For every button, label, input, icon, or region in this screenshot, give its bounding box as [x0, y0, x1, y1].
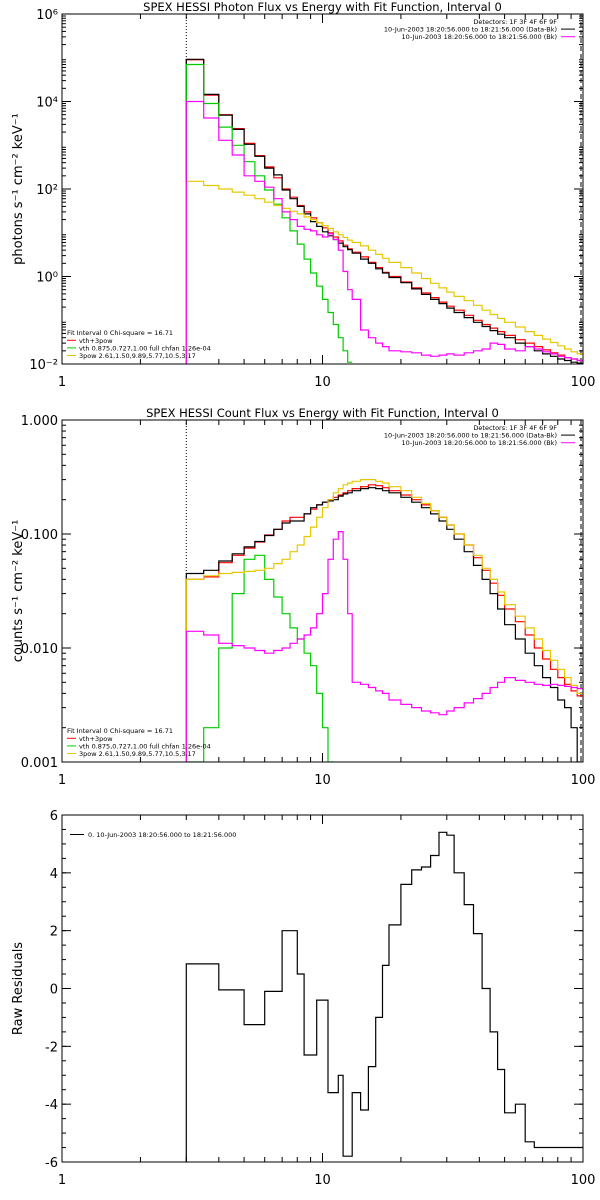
- series-line-2: [185, 58, 583, 364]
- plot-frame: [61, 419, 584, 763]
- y-tick-label: 0: [50, 983, 58, 998]
- legend-entry: vth 0.875,0.727,1.00 full chfan 1.26e-04: [79, 742, 211, 750]
- legend-entry: 10-Jun-2003 18:20:56.000 to 18:21:56.000…: [384, 432, 557, 440]
- plot-frame: [61, 13, 584, 365]
- legend-header: Detectors: 1F 3F 4F 6F 9F: [473, 18, 557, 26]
- series-line-1: [185, 59, 583, 364]
- chart-panel-1: SPEX HESSI Photon Flux vs Energy with Fi…: [11, 0, 595, 390]
- legend-entry: 10-Jun-2003 18:20:56.000 to 18:21:56.000…: [384, 26, 557, 34]
- x-tick-label: 100: [571, 1173, 596, 1188]
- x-tick-label: 1: [58, 375, 66, 390]
- y-axis-label: photons s⁻¹ cm⁻² keV⁻¹: [11, 113, 26, 265]
- chart-panel-2: SPEX HESSI Count Flux vs Energy with Fit…: [11, 406, 595, 788]
- y-axis-label: Raw Residuals: [11, 942, 26, 1035]
- chart-panel-3: Raw Residuals -6 -4 -2 0 2 4 6 1 10 100 0. 10-Jun-2…: [11, 809, 595, 1188]
- x-tick-label: 10: [314, 1173, 331, 1188]
- x-tick-label: 100: [571, 375, 596, 390]
- legend-entry: 10-Jun-2003 18:20:56.000 to 18:21:56.000…: [402, 33, 557, 41]
- series-line-3: [185, 554, 334, 762]
- series-group: [185, 479, 583, 762]
- series-line-5: [185, 100, 583, 364]
- chart-title: SPEX HESSI Count Flux vs Energy with Fit…: [146, 406, 499, 420]
- y-tick-label: 1.000: [21, 414, 58, 429]
- series-line-1: [185, 831, 583, 1162]
- y-axis-label: counts s⁻¹ cm⁻² keV⁻¹: [11, 520, 26, 663]
- y-tick-label: 10⁴: [36, 96, 58, 111]
- y-tick-label: 6: [50, 809, 58, 824]
- series-line-4: [185, 180, 583, 364]
- y-tick-label: 10⁻²: [29, 358, 58, 373]
- x-tick-label: 1: [58, 1173, 66, 1188]
- series-line-3: [185, 63, 353, 364]
- series-line-2: [185, 487, 583, 762]
- y-tick-label: -6: [45, 1156, 58, 1171]
- y-tick-label: 4: [50, 867, 58, 882]
- legend-header: Detectors: 1F 3F 4F 6F 9F: [473, 424, 557, 432]
- series-line-5: [185, 531, 583, 762]
- series-group: [185, 831, 583, 1162]
- legend-entry: vth+3pow: [79, 735, 113, 743]
- y-tick-label: 0.010: [21, 642, 58, 657]
- y-tick-label: 10⁰: [36, 271, 58, 286]
- series-group: [185, 58, 583, 364]
- y-tick-label: 10⁶: [36, 8, 58, 23]
- x-tick-label: 1: [58, 773, 66, 788]
- legend-entry: 0. 10-Jun-2003 18:20:56.000 to 18:21:56.…: [88, 831, 236, 839]
- chart-title: SPEX HESSI Photon Flux vs Energy with Fi…: [143, 0, 502, 14]
- y-tick-label: 0.100: [21, 528, 58, 543]
- x-tick-label: 100: [571, 773, 596, 788]
- plot-frame: [61, 814, 584, 1163]
- x-tick-label: 10: [314, 375, 331, 390]
- x-tick-label: 10: [314, 773, 331, 788]
- y-tick-label: 0.001: [21, 756, 58, 771]
- series-line-1: [185, 484, 583, 762]
- legend-entry: 10-Jun-2003 18:20:56.000 to 18:21:56.000…: [402, 439, 557, 447]
- y-tick-label: 10²: [36, 183, 58, 198]
- y-tick-label: 2: [50, 925, 58, 940]
- y-tick-label: -2: [45, 1040, 58, 1055]
- series-line-4: [185, 479, 583, 762]
- legend-entry: vth 0.875,0.727,1.00 full chfan 1.26e-04: [79, 344, 211, 352]
- legend-header: Fit Interval 0 Chi-square = 16.71: [67, 329, 173, 337]
- y-tick-label: -4: [45, 1098, 58, 1113]
- legend-entry: 3pow 2.61,1.50,9.89,5.77,10.5,3.17: [79, 352, 196, 360]
- legend-entry: vth+3pow: [79, 337, 113, 345]
- legend-entry: 3pow 2.61,1.50,9.89,5.77,10.5,3.17: [79, 750, 196, 758]
- legend-header: Fit Interval 0 Chi-square = 16.71: [67, 727, 173, 735]
